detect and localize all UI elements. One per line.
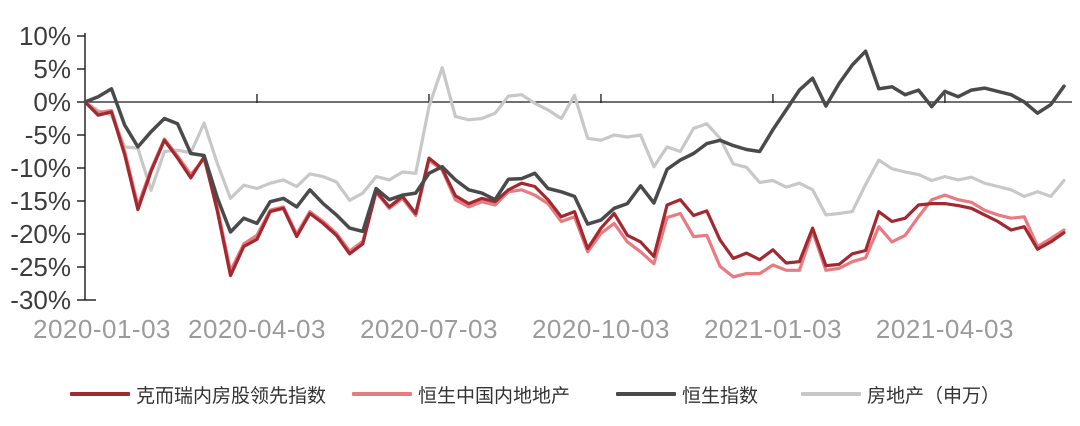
y-axis-tick-label: -5%: [25, 120, 71, 150]
hang-seng-index-line: [83, 49, 1066, 234]
legend-item-hang-seng-index: 恒生指数: [616, 383, 759, 407]
legend-label-hs-mainland-property: 恒生中国内地地产: [418, 385, 571, 407]
legend-item-cric: 克而瑞内房股领先指数: [70, 383, 327, 407]
legend-line-sw-real-estate: [801, 392, 861, 396]
legend-label-cric-index: 克而瑞内房股领先指数: [136, 385, 327, 407]
cric-leading-index-line: [83, 100, 1066, 278]
legend-line-cric-index: [70, 392, 130, 396]
y-axis-tick-label: 10%: [19, 21, 71, 51]
x-axis-tick-label: 2020-01-03: [33, 314, 171, 344]
y-axis-tick-label: 5%: [33, 54, 71, 84]
legend-line-hs-mainland-property: [352, 392, 412, 396]
y-axis-tick-label: -15%: [10, 186, 71, 216]
y-axis-tick-label: -25%: [10, 252, 71, 282]
x-axis-tick-label: 2021-01-03: [704, 314, 842, 344]
y-axis-tick-label: -20%: [10, 219, 71, 249]
legend-label-hang-seng-index: 恒生指数: [682, 385, 759, 407]
y-axis-tick-label: 0%: [33, 87, 71, 117]
y-axis-tick-label: -30%: [10, 285, 71, 315]
hs-mainland-property-line: [83, 100, 1066, 279]
legend-line-hang-seng-index: [616, 392, 676, 396]
legend-item-sw-real-estate: 房地产（申万）: [801, 383, 1001, 407]
x-axis-tick-label: 2021-04-03: [876, 314, 1014, 344]
y-axis-tick-label: -10%: [10, 153, 71, 183]
legend-label-sw-real-estate: 房地产（申万）: [867, 385, 1001, 407]
x-axis-tick-label: 2020-07-03: [360, 314, 498, 344]
x-axis-tick-label: 2020-10-03: [532, 314, 670, 344]
x-axis-tick-label: 2020-04-03: [188, 314, 326, 344]
sw-real-estate-line: [83, 66, 1066, 217]
legend-item-hs-mainland-property: 恒生中国内地地产: [352, 383, 571, 407]
